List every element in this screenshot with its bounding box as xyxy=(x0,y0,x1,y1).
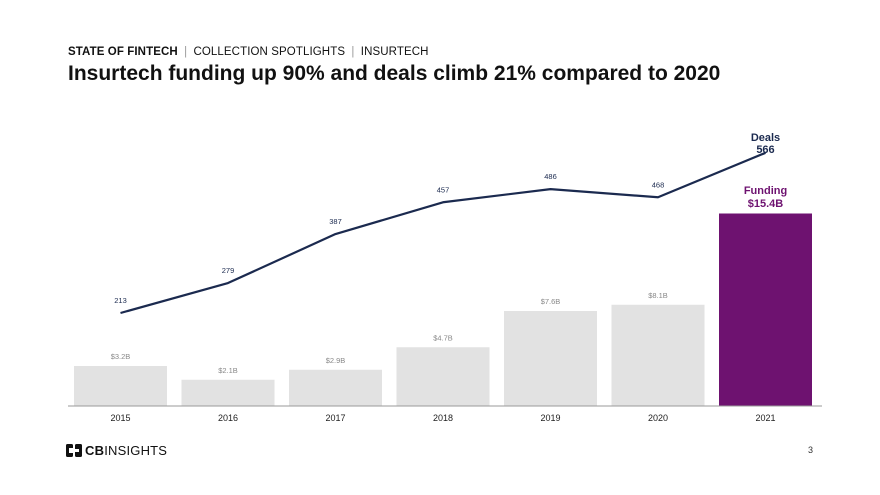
breadcrumb-insurtech: INSURTECH xyxy=(360,46,429,58)
cb-insights-logo: CB INSIGHTS xyxy=(66,443,167,458)
funding-label-2020: $8.1B xyxy=(648,291,668,300)
deals-line xyxy=(120,151,766,315)
funding-bar-2017 xyxy=(289,369,382,406)
funding-callout-name: Funding xyxy=(744,185,787,197)
breadcrumb-separator: | xyxy=(184,46,188,58)
funding-bar-2021 xyxy=(719,213,812,406)
funding-callout-value: $15.4B xyxy=(748,198,784,210)
x-tick-label-2016: 2016 xyxy=(218,413,238,423)
deals-callout-value: 566 xyxy=(756,144,774,156)
deals-label-2020: 468 xyxy=(652,180,665,189)
deals-callout-name: Deals xyxy=(751,132,780,144)
x-tick-label-2019: 2019 xyxy=(540,413,560,423)
funding-label-2017: $2.9B xyxy=(326,356,346,365)
funding-label-2018: $4.7B xyxy=(433,333,453,342)
x-tick-label-2017: 2017 xyxy=(325,413,345,423)
funding-bar-2020 xyxy=(611,304,705,406)
breadcrumb-separator: | xyxy=(351,46,355,58)
funding-label-2015: $3.2B xyxy=(111,352,131,361)
x-tick-label-2015: 2015 xyxy=(110,413,130,423)
funding-bar-2018 xyxy=(396,347,490,406)
logo-insights-text: INSIGHTS xyxy=(104,443,168,458)
funding-bar-2019 xyxy=(504,311,597,406)
deals-label-2017: 387 xyxy=(329,217,342,226)
funding-bar-2016 xyxy=(181,379,275,406)
x-tick-label-2018: 2018 xyxy=(433,413,453,423)
funding-label-2019: $7.6B xyxy=(541,297,561,306)
breadcrumb: STATE OF FINTECH | COLLECTION SPOTLIGHTS… xyxy=(68,46,429,58)
deals-label-2018: 457 xyxy=(437,185,450,194)
deals-label-2019: 486 xyxy=(544,172,557,181)
cb-insights-logo-icon xyxy=(66,444,82,457)
funding-label-2016: $2.1B xyxy=(218,366,238,375)
funding-bar-2015 xyxy=(74,366,167,406)
breadcrumb-primary: STATE OF FINTECH xyxy=(68,46,178,58)
page-title: Insurtech funding up 90% and deals climb… xyxy=(68,62,721,85)
x-tick-label-2021: 2021 xyxy=(755,413,775,423)
deals-label-2015: 213 xyxy=(114,296,127,305)
deals-label-2016: 279 xyxy=(222,266,235,275)
breadcrumb-collection: COLLECTION SPOTLIGHTS xyxy=(193,46,346,58)
x-tick-label-2020: 2020 xyxy=(648,413,668,423)
logo-cb-text: CB xyxy=(85,443,105,458)
page-number: 3 xyxy=(808,445,814,455)
